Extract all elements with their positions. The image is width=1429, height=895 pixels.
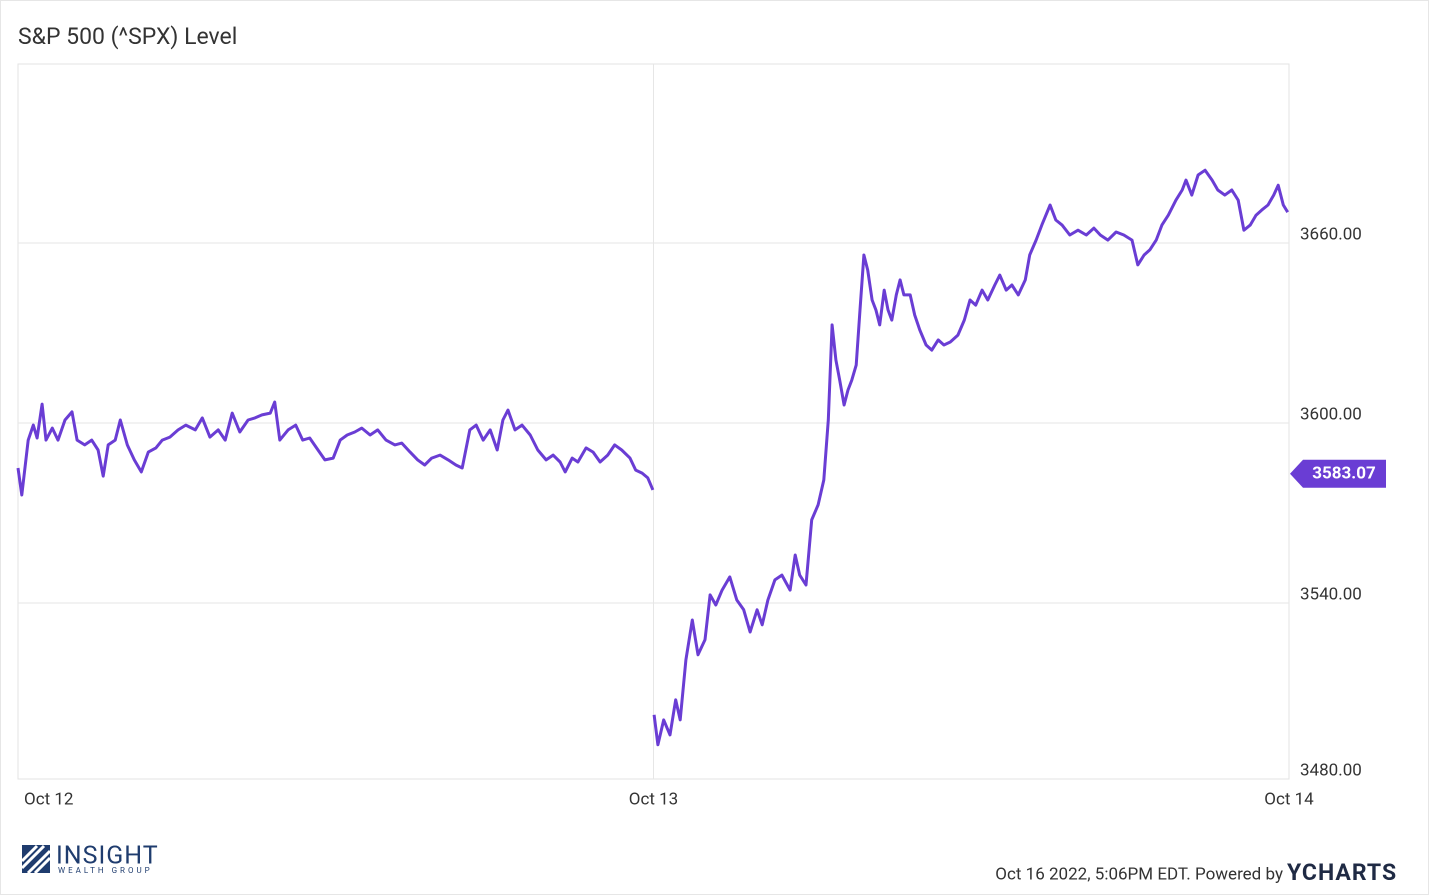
y-tick-label: 3480.00 <box>1300 760 1362 780</box>
y-tick-label: 3660.00 <box>1300 225 1362 245</box>
brand: YCHARTS <box>1287 859 1397 886</box>
logo-text: INSIGHT <box>56 842 159 871</box>
x-tick-label: Oct 12 <box>24 789 73 809</box>
x-tick-label: Oct 14 <box>1264 789 1314 809</box>
timestamp: Oct 16 2022, 5:06PM EDT. Powered by <box>995 864 1283 884</box>
logo-icon <box>22 845 50 873</box>
price-line <box>16 168 1289 747</box>
chart-title: S&P 500 (^SPX) Level <box>18 23 237 50</box>
y-tick-label: 3600.00 <box>1300 404 1362 424</box>
logo-subtext: WEALTH GROUP <box>58 866 153 875</box>
logo: INSIGHT WEALTH GROUP <box>20 842 159 875</box>
last-value-label: 3583.07 <box>1312 463 1376 483</box>
last-value-badge <box>1290 459 1386 488</box>
logo-stripes <box>20 844 52 875</box>
x-tick-label: Oct 13 <box>629 789 678 809</box>
y-tick-label: 3540.00 <box>1300 584 1362 604</box>
